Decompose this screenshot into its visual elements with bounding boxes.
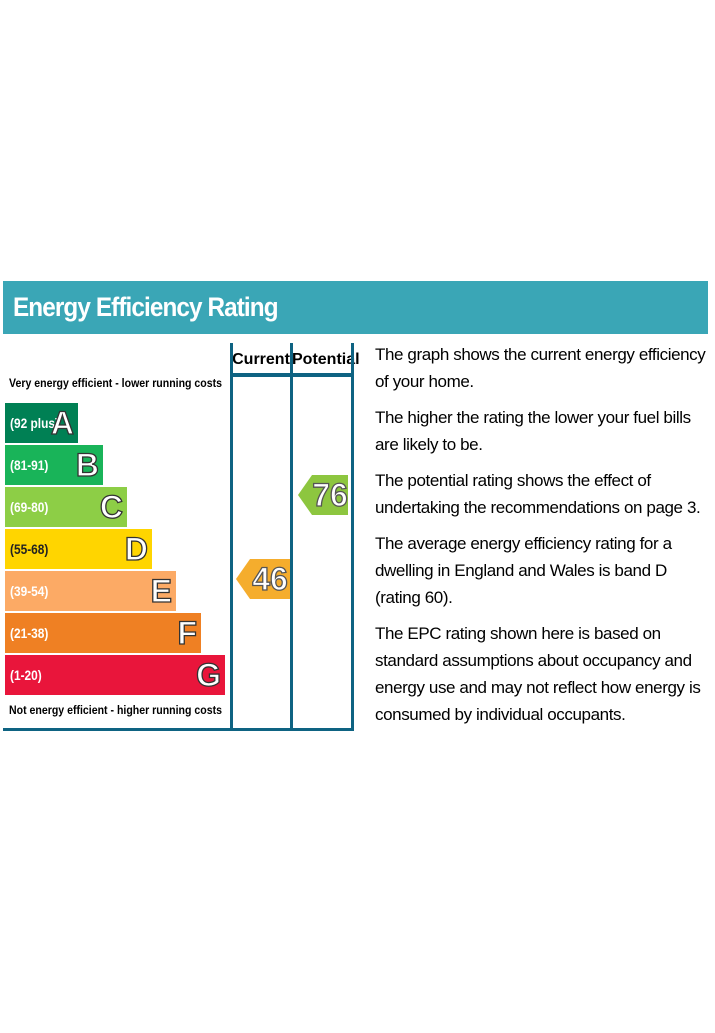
- band-d: (55-68) D: [5, 529, 152, 569]
- band-d-letter: D: [124, 530, 148, 567]
- band-c-range: (69-80): [10, 499, 49, 515]
- description: The graph shows the current energy effic…: [375, 341, 708, 737]
- header-underline: [230, 373, 354, 377]
- chart-bottom-line: [3, 728, 354, 731]
- band-a-letter: A: [50, 404, 74, 441]
- description-paragraph-1: The graph shows the current energy effic…: [375, 345, 706, 391]
- column-divider-line: [290, 343, 293, 731]
- band-a: (92 plus) A: [5, 403, 78, 443]
- description-paragraph-4: The average energy efficiency rating for…: [375, 534, 672, 607]
- band-a-range: (92 plus): [10, 415, 59, 431]
- band-f-letter: F: [177, 614, 198, 651]
- band-e-letter: E: [150, 572, 173, 609]
- description-paragraph-2: The higher the rating the lower your fue…: [375, 408, 691, 454]
- band-b-range: (81-91): [10, 457, 49, 473]
- band-g-range: (1-20): [10, 667, 42, 683]
- current-rating-arrow: 46: [236, 559, 290, 599]
- bottom-caption: Not energy efficient - higher running co…: [9, 703, 222, 717]
- band-g: (1-20) G: [5, 655, 225, 695]
- band-e: (39-54) E: [5, 571, 176, 611]
- current-column-left-line: [230, 343, 233, 731]
- potential-column-right-line: [351, 343, 354, 731]
- potential-rating-arrow: 76: [298, 475, 348, 515]
- header-bar: Energy Efficiency Rating: [3, 281, 708, 334]
- potential-column-header: Potential: [292, 351, 360, 368]
- description-paragraph-5: The EPC rating shown here is based on st…: [375, 624, 701, 724]
- page-title: Energy Efficiency Rating: [13, 292, 279, 322]
- current-column-header: Current: [232, 351, 290, 368]
- band-d-range: (55-68): [10, 541, 49, 557]
- band-f-range: (21-38): [10, 625, 49, 641]
- potential-arrow-shape: [298, 475, 348, 515]
- current-arrow-shape: [236, 559, 290, 599]
- band-e-range: (39-54): [10, 583, 49, 599]
- top-caption: Very energy efficient - lower running co…: [9, 376, 223, 390]
- band-f: (21-38) F: [5, 613, 201, 653]
- band-b-letter: B: [75, 446, 99, 483]
- potential-rating-value: 76: [312, 476, 349, 513]
- band-g-letter: G: [195, 656, 221, 693]
- band-c-letter: C: [99, 488, 123, 525]
- band-c: (69-80) C: [5, 487, 127, 527]
- band-b: (81-91) B: [5, 445, 103, 485]
- description-paragraph-3: The potential rating shows the effect of…: [375, 471, 701, 517]
- current-rating-value: 46: [252, 560, 289, 597]
